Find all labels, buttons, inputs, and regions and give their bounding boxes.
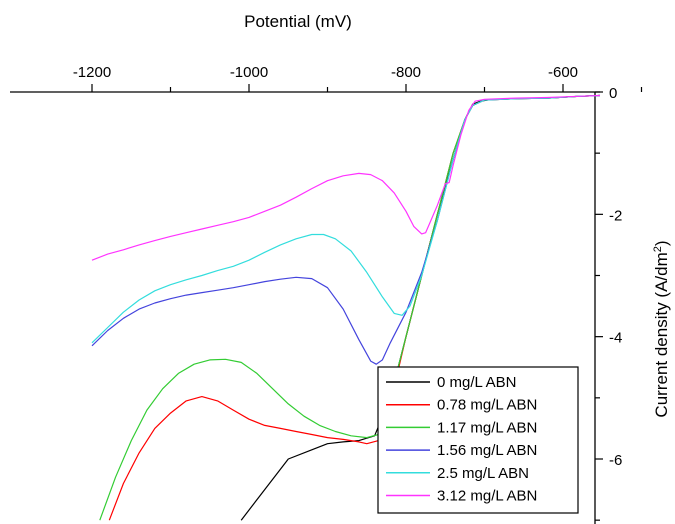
- x-tick-label: -1200: [73, 64, 111, 81]
- legend-label: 1.56 mg/L ABN: [437, 442, 537, 459]
- series-group: [91, 94, 600, 521]
- series-line-3: [91, 94, 600, 365]
- legend-label: 0 mg/L ABN: [437, 374, 516, 391]
- y-axis-title: Current density (A/dm2): [652, 240, 671, 417]
- legend-label: 3.12 mg/L ABN: [437, 488, 537, 505]
- series-line-5: [91, 94, 600, 261]
- y-axis-title-sup: 2: [652, 246, 664, 252]
- y-tick-label: -6: [609, 452, 622, 469]
- legend-label: 1.17 mg/L ABN: [437, 419, 537, 436]
- legend: 0 mg/L ABN 0.78 mg/L ABN 1.17 mg/L ABN 1.56…: [377, 366, 579, 514]
- y-tick-label: -4: [609, 330, 622, 347]
- x-axis-title: Potential (mV): [244, 12, 352, 31]
- y-tick-label: 0: [609, 85, 617, 102]
- legend-box: [377, 366, 579, 514]
- axes: -1200 -1000 -800 -600 0 -2 -4 -6: [10, 64, 643, 524]
- x-tick-label: -600: [548, 64, 578, 81]
- y-tick-label: -2: [609, 207, 622, 224]
- y-axis-title-end: ): [652, 240, 671, 246]
- x-tick-label: -800: [391, 64, 421, 81]
- legend-label: 0.78 mg/L ABN: [437, 397, 537, 414]
- x-tick-label: -1000: [230, 64, 268, 81]
- y-axis-title-main: Current density (A/dm: [652, 252, 671, 417]
- series-line-4: [91, 94, 600, 344]
- legend-label: 2.5 mg/L ABN: [437, 465, 529, 482]
